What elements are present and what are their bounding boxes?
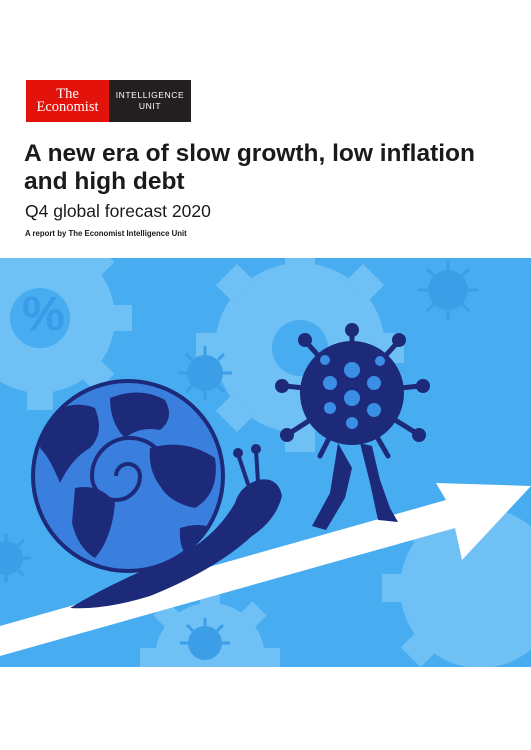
arrow-icon bbox=[0, 483, 531, 656]
virus-icon bbox=[180, 618, 230, 660]
report-title: A new era of slow growth, low inflation … bbox=[24, 140, 475, 195]
virus-icon bbox=[418, 260, 478, 320]
cover-illustration: % bbox=[0, 258, 531, 667]
report-subtitle: Q4 global forecast 2020 bbox=[25, 201, 211, 221]
the-economist-wordmark: The Economist bbox=[26, 80, 109, 122]
virus-icon bbox=[178, 346, 232, 400]
snail-icon bbox=[70, 444, 282, 609]
gear-hub bbox=[10, 288, 70, 348]
intelligence-unit-block: INTELLIGENCE UNIT bbox=[109, 80, 191, 122]
unit-line-1: INTELLIGENCE bbox=[115, 90, 185, 100]
wordmark-line-2: Economist bbox=[36, 99, 99, 115]
report-byline: A report by The Economist Intelligence U… bbox=[25, 229, 187, 238]
wordmark-line-1: The bbox=[56, 86, 79, 102]
globe-icon bbox=[31, 379, 225, 573]
virus-icon bbox=[0, 533, 31, 583]
unit-line-2: UNIT bbox=[138, 101, 162, 111]
percent-icon: % bbox=[22, 288, 65, 341]
economist-intelligence-unit-logo: The Economist INTELLIGENCE UNIT bbox=[26, 80, 191, 122]
virus-icon bbox=[275, 323, 430, 530]
